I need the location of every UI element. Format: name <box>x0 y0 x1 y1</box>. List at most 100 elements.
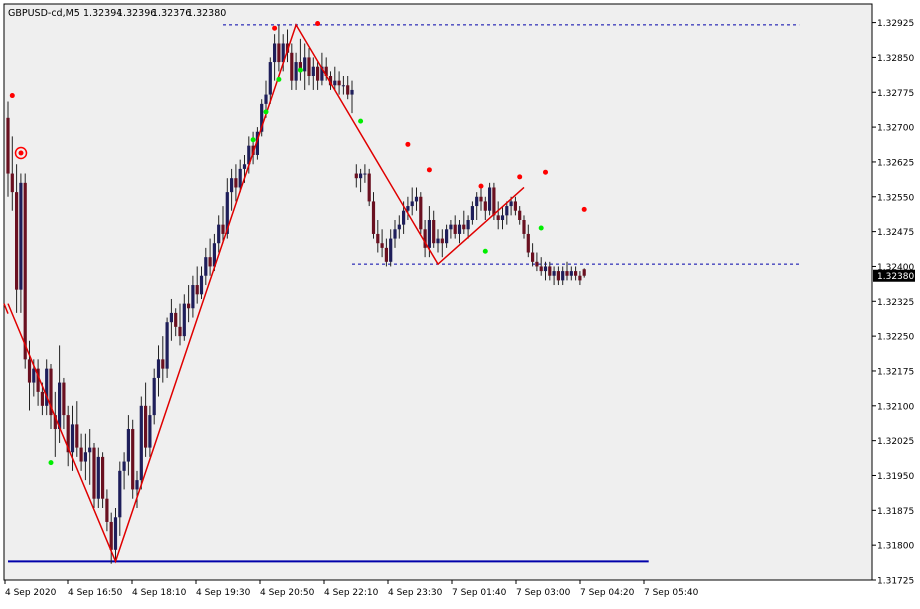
x-tick-label: 4 Sep 18:10 <box>132 588 187 598</box>
x-tick-label: 4 Sep 22:10 <box>324 588 379 598</box>
fractal-down-marker <box>538 225 544 231</box>
candle-body <box>341 85 345 87</box>
candle-body <box>569 271 573 276</box>
candle-body <box>548 266 552 276</box>
candle-body <box>436 238 440 244</box>
candle-body <box>505 206 509 216</box>
candle-body <box>70 424 75 453</box>
fractal-down-marker <box>48 460 54 466</box>
candle-body <box>384 247 388 262</box>
fractal-down-marker <box>263 109 269 115</box>
candle-body <box>208 257 212 267</box>
candle-body <box>109 521 113 550</box>
y-tick-label: 1.32100 <box>877 402 914 412</box>
candle-body <box>118 470 122 518</box>
candle-body <box>169 312 173 323</box>
candle-body <box>445 229 449 244</box>
candle-body <box>66 415 70 453</box>
y-tick-label: 1.31950 <box>877 472 914 482</box>
candle-body <box>440 238 444 244</box>
candle-body <box>328 76 333 86</box>
candle-body <box>582 269 586 276</box>
fractal-down-marker <box>250 137 256 143</box>
candle-body <box>522 220 526 234</box>
y-tick-label: 1.32550 <box>877 193 914 203</box>
fractal-up-marker <box>315 21 321 27</box>
candle-body <box>337 80 341 86</box>
x-tick-label: 4 Sep 20:50 <box>260 588 315 598</box>
candle-body <box>320 66 324 81</box>
candle-body <box>23 182 27 360</box>
candle-body <box>561 271 565 281</box>
candle-body <box>402 210 406 225</box>
candle-body <box>359 173 363 179</box>
candle-body <box>113 517 118 550</box>
candle-body <box>260 103 264 132</box>
candle-body <box>62 382 66 416</box>
candle-body <box>19 182 23 290</box>
candle-body <box>513 201 517 211</box>
candle-body <box>410 201 414 207</box>
candle-body <box>32 368 36 383</box>
x-tick-label: 7 Sep 05:40 <box>644 588 699 598</box>
fractal-down-marker <box>276 76 282 82</box>
candle-body <box>316 66 320 81</box>
candle-body <box>488 187 492 211</box>
candle-body <box>234 178 238 188</box>
candle-body <box>122 461 126 471</box>
candle-body <box>156 359 161 378</box>
candle-body <box>174 312 178 327</box>
fractal-up-marker <box>272 25 278 31</box>
candle-body <box>264 94 268 104</box>
candle-body <box>470 206 474 220</box>
candle-body <box>88 447 92 453</box>
candle-body <box>449 224 453 230</box>
candle-body <box>83 452 87 462</box>
candle-body <box>350 89 354 95</box>
fractal-up-marker <box>581 206 587 212</box>
candle-body <box>389 238 393 262</box>
candle-body <box>79 447 83 462</box>
candle-body <box>148 415 152 448</box>
candle-body <box>406 206 410 211</box>
fractal-up-marker <box>426 167 432 173</box>
candle-body <box>27 359 32 383</box>
candle-body <box>509 201 513 207</box>
close-value: 1.32380 <box>187 8 226 19</box>
candle-body <box>311 66 315 76</box>
candle-body <box>303 57 307 72</box>
candle-body <box>273 43 277 63</box>
candle-body <box>212 243 216 267</box>
y-tick-label: 1.32700 <box>877 124 914 134</box>
fractal-down-marker <box>358 118 364 124</box>
y-tick-label: 1.31875 <box>877 507 914 517</box>
candle-body <box>191 285 195 309</box>
candle-body <box>101 456 105 499</box>
candle-body <box>500 215 505 220</box>
target-icon[interactable] <box>14 146 28 160</box>
y-tick-label: 1.32625 <box>877 158 914 168</box>
y-tick-label: 1.32400 <box>877 263 914 273</box>
candle-body <box>376 233 380 244</box>
x-tick-label: 4 Sep 23:30 <box>388 588 443 598</box>
candle-body <box>268 62 272 95</box>
candle-body <box>578 275 582 281</box>
candle-body <box>10 173 14 193</box>
candle-body <box>419 196 423 230</box>
candle-body <box>483 201 487 211</box>
candle-body <box>466 220 470 230</box>
y-tick-label: 1.32175 <box>877 367 914 377</box>
candle-body <box>298 62 302 72</box>
candle-body <box>96 456 100 499</box>
candle-body <box>75 424 79 448</box>
candle-body <box>543 266 548 272</box>
candle-body <box>453 224 457 234</box>
candle-body <box>105 498 109 522</box>
candle-body <box>526 233 530 253</box>
y-tick-label: 1.32325 <box>877 298 914 308</box>
candle-body <box>187 303 191 309</box>
candle-body <box>281 43 285 63</box>
candle-body <box>277 43 281 63</box>
